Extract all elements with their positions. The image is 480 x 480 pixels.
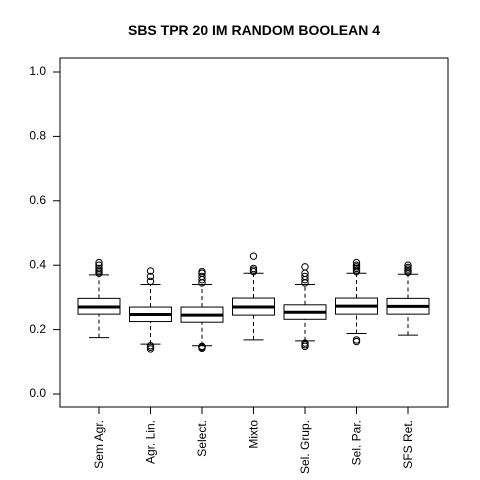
outlier-point: [352, 258, 361, 267]
box-7: [386, 261, 430, 336]
box-5: [283, 263, 327, 351]
chart-title: SBS TPR 20 IM RANDOM BOOLEAN 4: [128, 22, 380, 38]
outlier-point: [146, 342, 155, 350]
outlier-point: [95, 261, 103, 269]
outlier-point: [404, 263, 412, 272]
box-1: [77, 258, 121, 339]
outlier-point: [404, 261, 412, 269]
y-tick-label: 0.2: [29, 322, 46, 336]
outlier-point: [352, 336, 361, 344]
x-tick-label: Sem Agr.: [92, 420, 106, 469]
y-tick-label: 0.0: [29, 386, 46, 400]
x-tick-label: Sel. Par.: [350, 420, 364, 465]
y-tick-label: 1.0: [29, 64, 46, 78]
outlier-point: [249, 252, 258, 260]
outlier-point: [95, 264, 103, 273]
outlier-point: [146, 277, 155, 285]
y-tick-label: 0.4: [29, 257, 46, 271]
y-tick-label: 0.6: [29, 193, 46, 207]
outlier-point: [146, 272, 155, 281]
x-tick-label: Agr. Lin.: [144, 420, 158, 464]
outlier-point: [198, 267, 206, 276]
outlier-point: [198, 272, 206, 281]
box-6: [335, 258, 378, 346]
outlier-point: [249, 264, 258, 273]
outlier-point: [301, 339, 309, 347]
x-tick-label: Mixto: [247, 420, 261, 449]
outlier-point: [198, 342, 206, 351]
plot-frame: [59, 57, 449, 408]
boxes-group: [77, 252, 430, 353]
outlier-point: [301, 272, 309, 281]
y-axis: 0.0 0.2 0.4 0.6 0.8 1.0: [29, 64, 60, 400]
outlier-point: [352, 261, 361, 269]
box-3: [180, 267, 224, 352]
x-tick-label: SFS Ret.: [401, 420, 415, 469]
outlier-point: [95, 258, 103, 267]
outlier-point: [301, 263, 309, 271]
x-tick-label: Sel. Grup.: [298, 420, 312, 474]
box-2: [129, 267, 172, 353]
x-tick-label: Select.: [195, 420, 209, 457]
x-axis: Sem Agr. Agr. Lin. Select. Mixto Sel. Grup. S…: [92, 407, 415, 474]
outlier-point: [146, 267, 155, 275]
box-4: [232, 252, 275, 341]
y-tick-label: 0.8: [29, 129, 46, 143]
